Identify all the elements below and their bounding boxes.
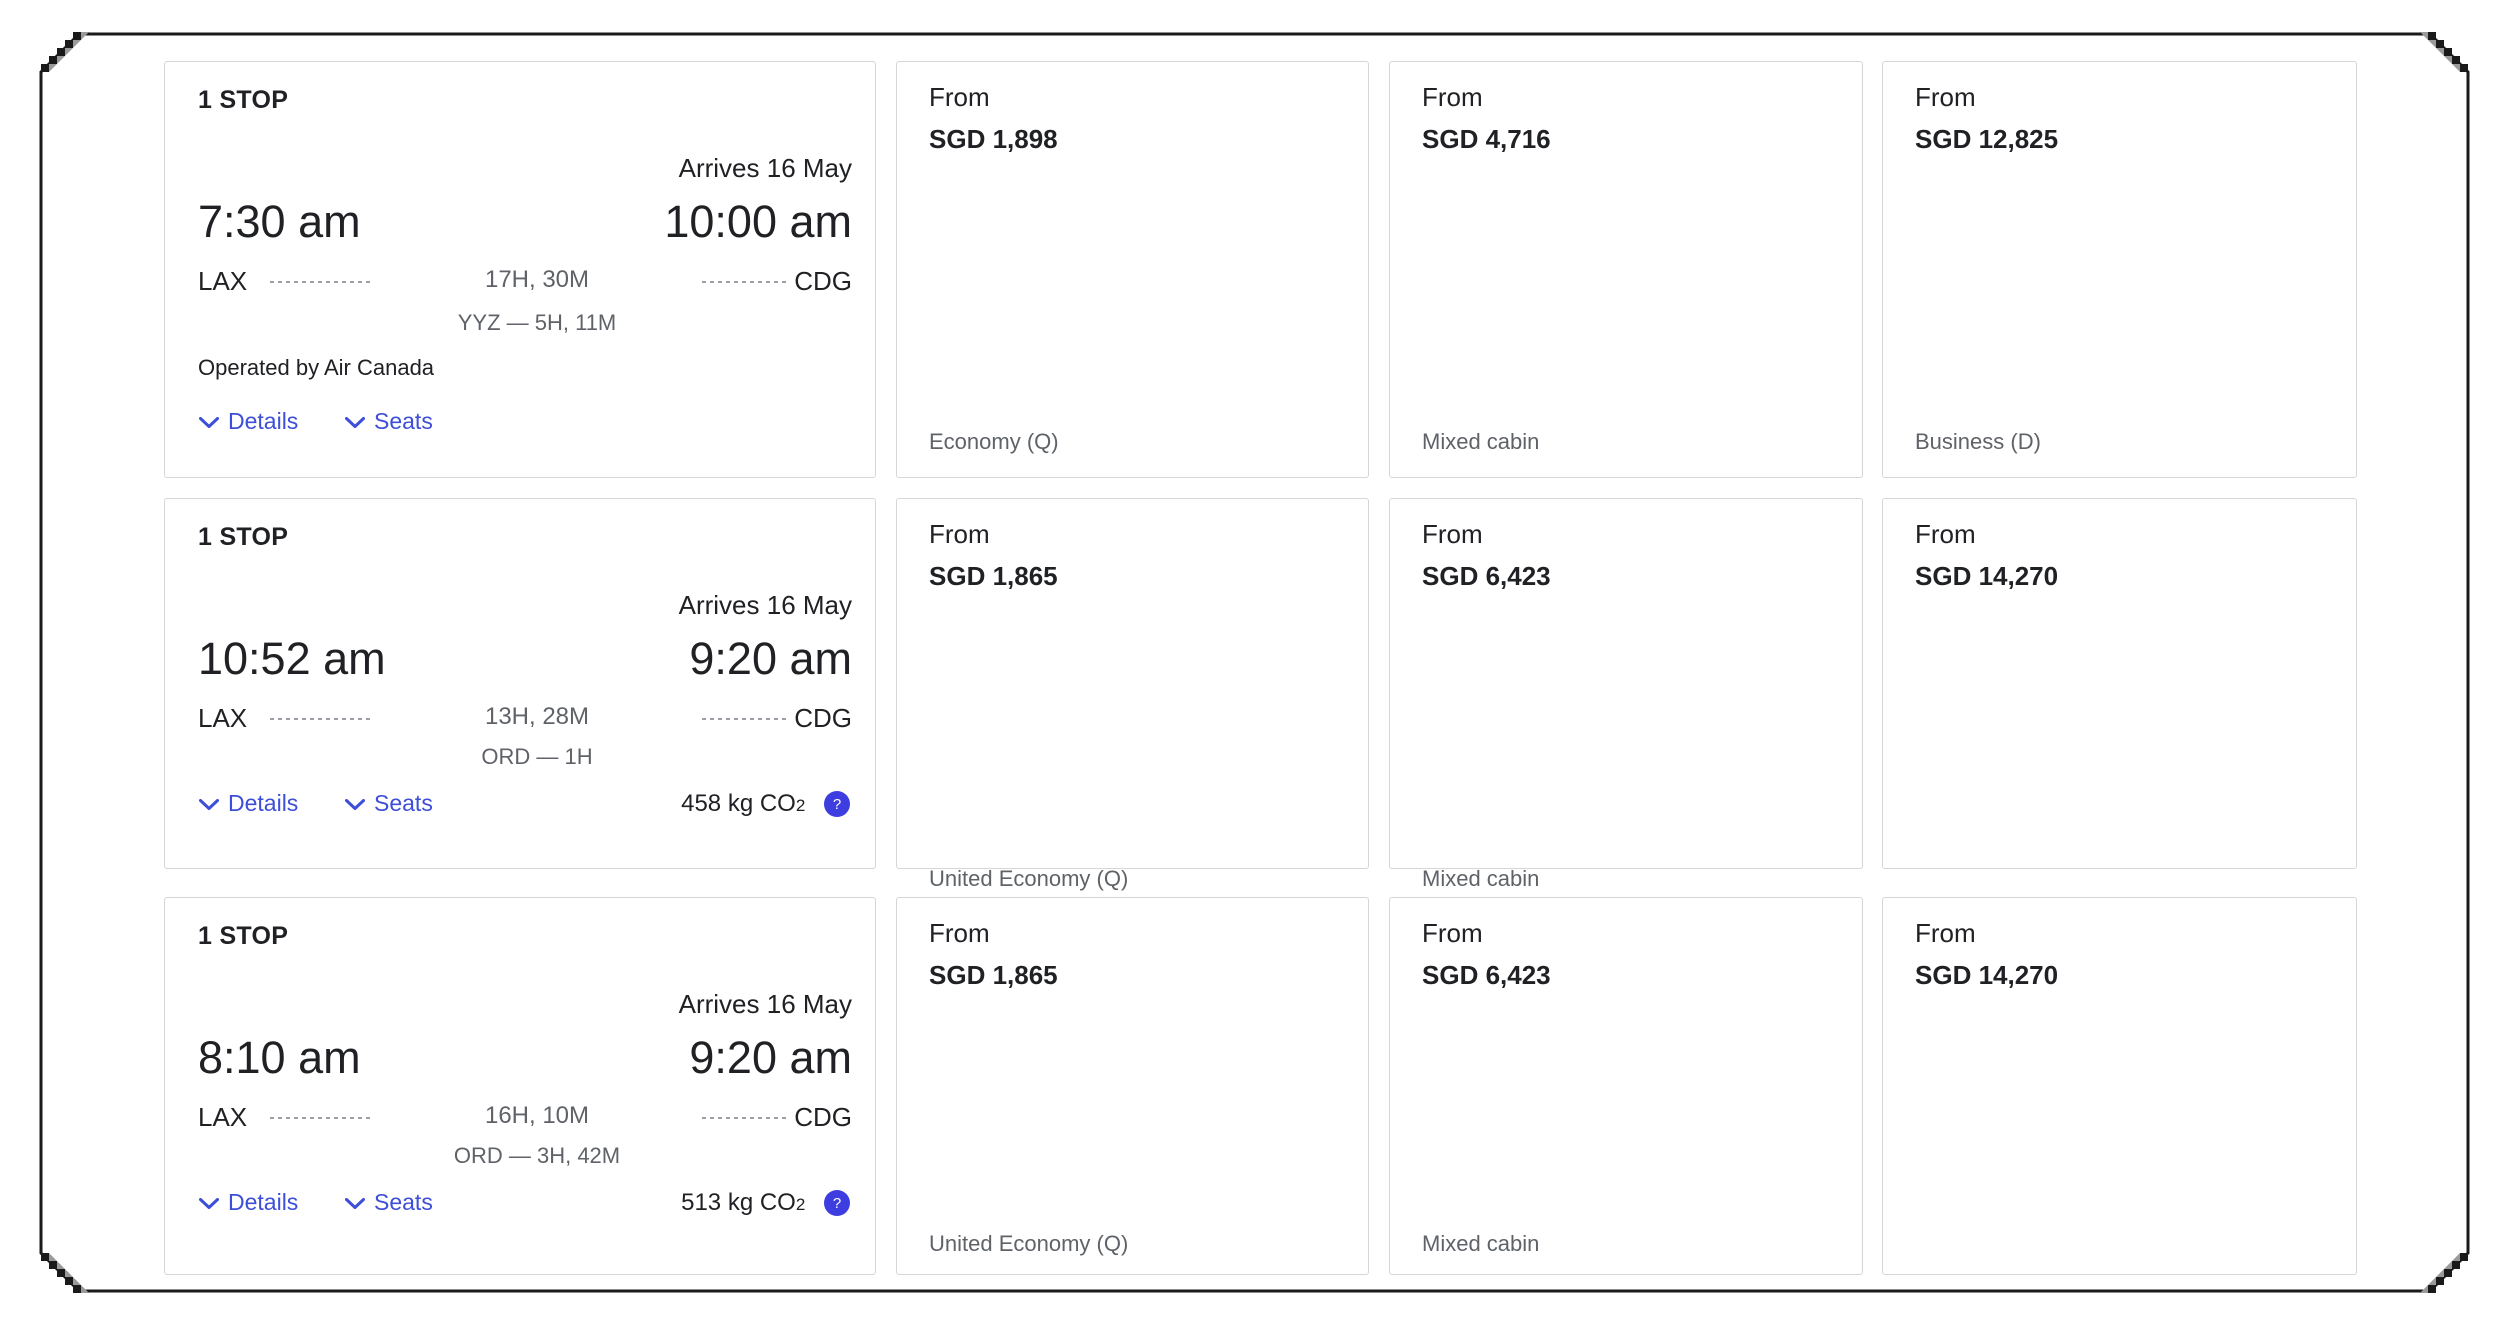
- svg-text:?: ?: [833, 796, 841, 813]
- svg-text:?: ?: [833, 1195, 841, 1212]
